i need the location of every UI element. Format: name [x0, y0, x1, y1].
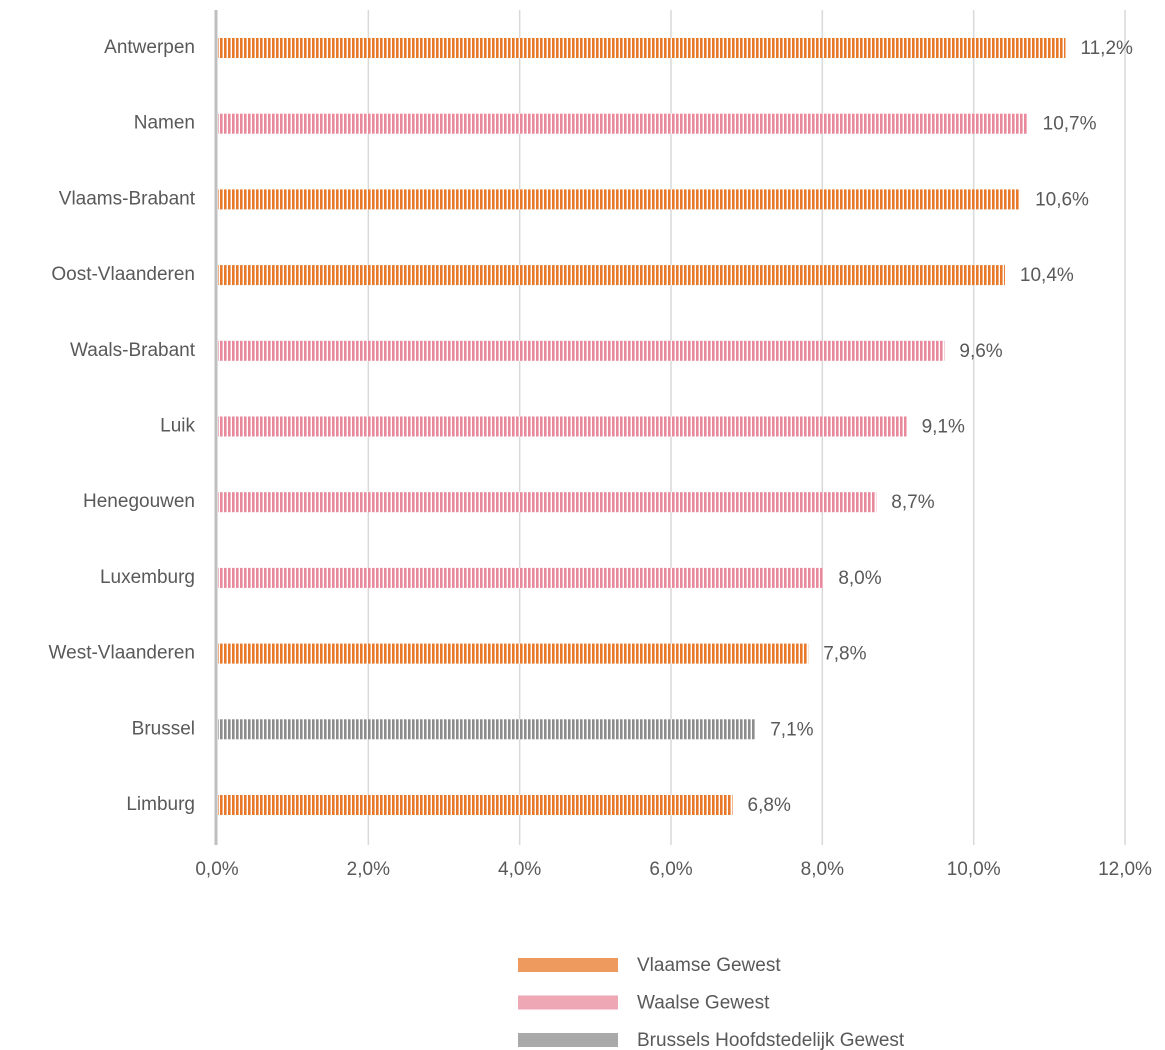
y-tick-label: Henegouwen: [83, 491, 195, 512]
value-label: 9,1%: [922, 417, 965, 438]
legend-label: Brussels Hoofdstedelijk Gewest: [637, 1030, 905, 1050]
value-label: 11,2%: [1080, 38, 1133, 59]
bar: [218, 416, 907, 437]
legend-label: Vlaamse Gewest: [637, 955, 781, 976]
bar: [218, 567, 824, 588]
y-tick-label: Limburg: [126, 794, 195, 815]
legend-swatch: [518, 958, 618, 972]
bar: [218, 492, 877, 513]
x-tick-label: 8,0%: [801, 859, 844, 880]
legend-swatch: [518, 995, 618, 1010]
value-label: 9,6%: [959, 341, 1002, 362]
value-label: 7,1%: [770, 719, 813, 740]
bar: [218, 795, 733, 815]
legend-swatch: [518, 1033, 618, 1047]
y-tick-label: Waals-Brabant: [70, 340, 196, 361]
value-label: 8,0%: [838, 568, 881, 589]
bar: [218, 113, 1028, 134]
value-label: 8,7%: [891, 492, 934, 513]
bar: [218, 643, 809, 664]
x-tick-label: 12,0%: [1098, 859, 1152, 880]
y-tick-label: Vlaams-Brabant: [59, 188, 196, 209]
value-label: 6,8%: [748, 795, 791, 816]
value-label: 10,6%: [1035, 189, 1089, 210]
bar: [218, 340, 945, 361]
x-tick-label: 10,0%: [947, 859, 1001, 880]
bar: [218, 265, 1005, 286]
legend-label: Waalse Gewest: [637, 993, 770, 1014]
x-tick-label: 2,0%: [347, 859, 390, 880]
value-label: 10,4%: [1020, 265, 1074, 286]
value-label: 7,8%: [823, 644, 866, 665]
x-tick-label: 0,0%: [195, 859, 238, 880]
y-tick-label: Antwerpen: [104, 37, 195, 58]
y-tick-label: Namen: [134, 113, 195, 134]
bar: [218, 719, 756, 740]
y-tick-label: Oost-Vlaanderen: [51, 264, 195, 285]
y-tick-label: Brussel: [132, 718, 195, 739]
bar: [218, 38, 1066, 58]
bar: [218, 189, 1021, 210]
x-tick-label: 4,0%: [498, 859, 541, 880]
value-label: 10,7%: [1043, 114, 1097, 135]
x-tick-label: 6,0%: [649, 859, 692, 880]
y-tick-label: Luxemburg: [100, 567, 195, 588]
y-tick-label: Luik: [160, 416, 195, 437]
y-tick-label: West-Vlaanderen: [49, 643, 195, 664]
